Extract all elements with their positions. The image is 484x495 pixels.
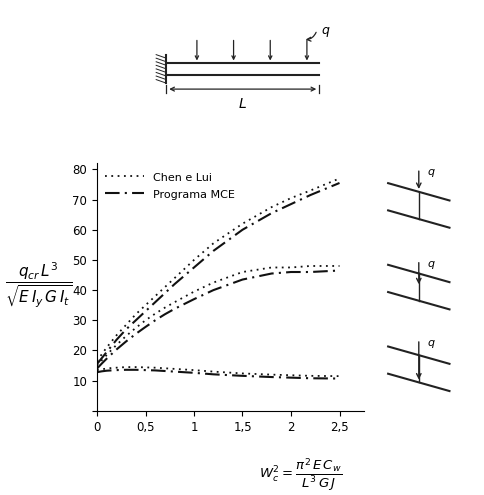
Text: $q$: $q$ bbox=[426, 259, 435, 271]
Text: $q$: $q$ bbox=[320, 25, 330, 39]
Text: $q$: $q$ bbox=[426, 338, 435, 350]
Text: $L$: $L$ bbox=[238, 97, 247, 111]
Text: $W_c^2=\dfrac{\pi^2\,E\,C_w}{L^3\,G\,J}$: $W_c^2=\dfrac{\pi^2\,E\,C_w}{L^3\,G\,J}$ bbox=[258, 457, 342, 494]
Legend: Chen e Lui, Programa MCE: Chen e Lui, Programa MCE bbox=[100, 167, 239, 204]
Text: $q$: $q$ bbox=[426, 167, 435, 179]
Text: $\dfrac{q_{cr}\,L^3}{\sqrt{E\,I_y\,G\,I_t}}$: $\dfrac{q_{cr}\,L^3}{\sqrt{E\,I_y\,G\,I_… bbox=[5, 260, 72, 309]
